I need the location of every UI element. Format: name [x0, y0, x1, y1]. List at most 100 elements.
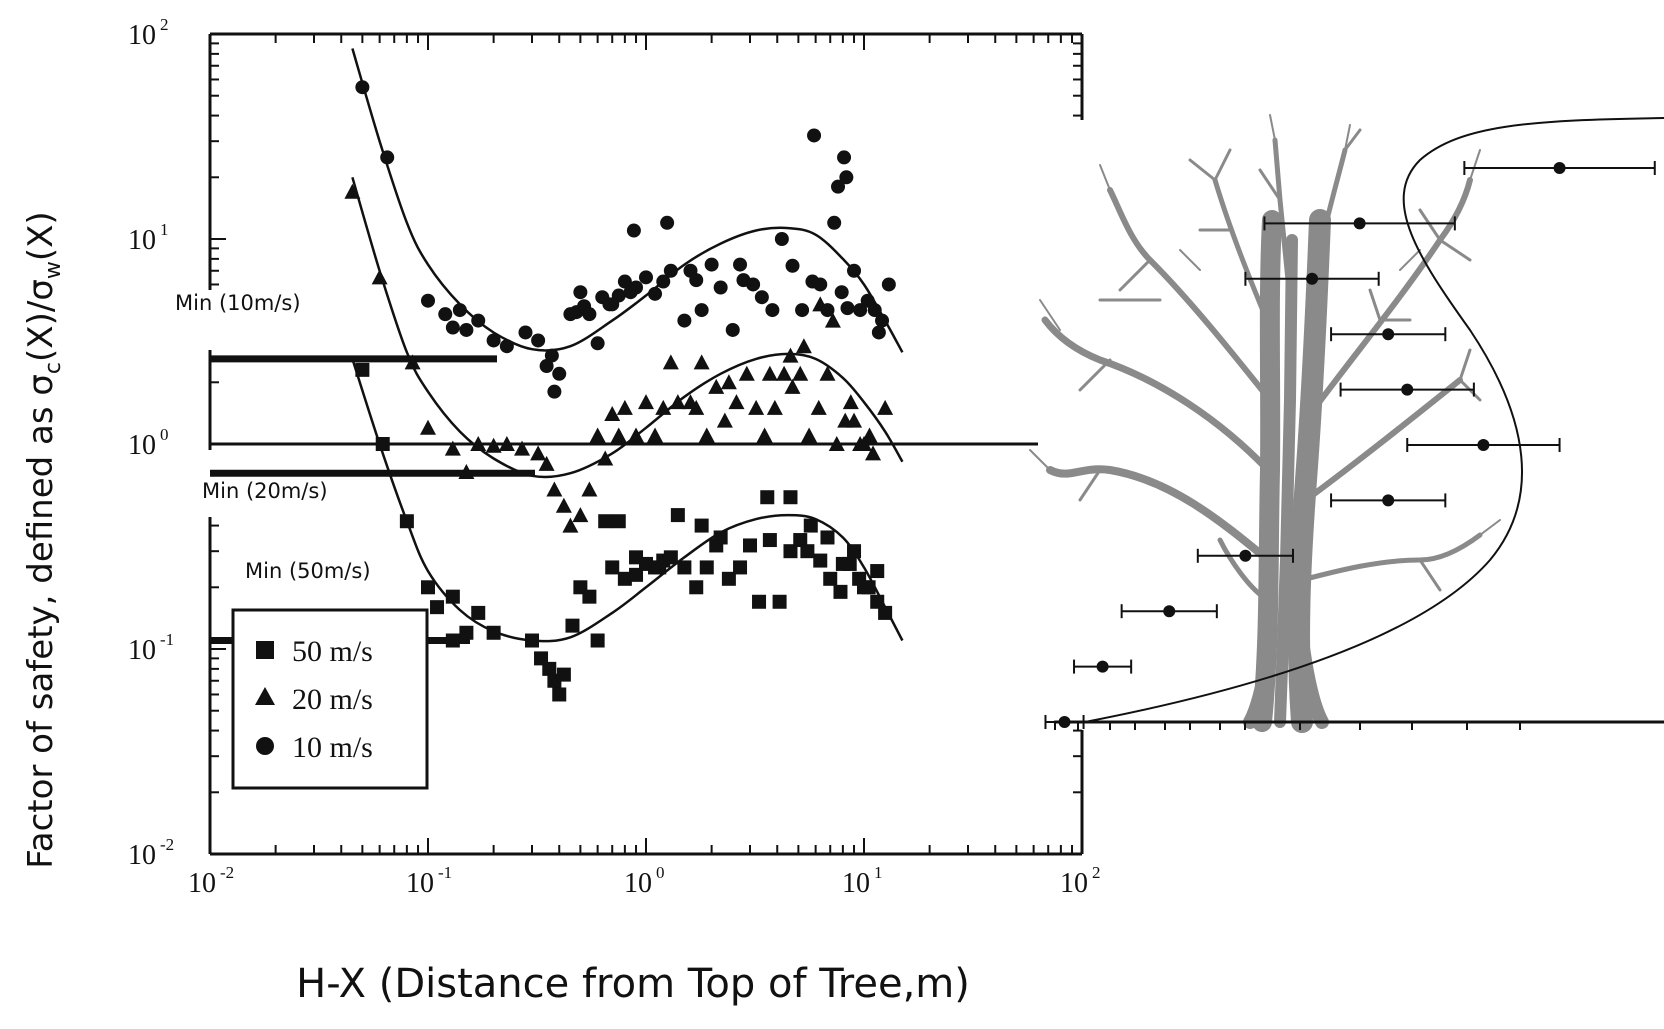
data-point-square [552, 687, 567, 702]
data-point-circle [840, 301, 855, 316]
data-point-square [399, 514, 414, 529]
data-point-circle [582, 307, 597, 322]
data-point-circle [617, 274, 632, 289]
data-point-triangle [698, 427, 715, 443]
data-point-square [565, 618, 580, 633]
data-point-circle [689, 273, 704, 288]
data-point-circle [471, 313, 486, 328]
data-point-square [813, 553, 828, 568]
data-point-circle [881, 277, 896, 292]
data-point-circle [663, 263, 678, 278]
data-point-square [760, 490, 775, 505]
legend-label-20: 20 m/s [292, 683, 373, 716]
tree-data-point [1096, 660, 1109, 673]
data-point-triangle [662, 354, 679, 370]
data-point-circle [713, 280, 728, 295]
data-point-triangle [784, 378, 801, 394]
data-point-circle [544, 348, 559, 363]
data-point-square [689, 580, 704, 595]
data-point-circle [746, 277, 761, 292]
data-point-triangle [776, 365, 793, 381]
data-point-square [611, 514, 626, 529]
data-point-triangle [795, 338, 812, 354]
data-point-circle [875, 313, 890, 328]
data-point-circle [754, 290, 769, 305]
data-point-square [823, 571, 838, 586]
data-point-square [800, 544, 815, 559]
fit-curve [351, 358, 904, 643]
data-point-triangle [498, 436, 515, 451]
data-point-circle [813, 277, 828, 292]
data-point-triangle [748, 399, 765, 415]
tree-trunk-center [1274, 234, 1298, 728]
branch-low-right [1299, 532, 1483, 583]
data-point-triangle [824, 312, 841, 328]
data-point-circle [648, 286, 663, 301]
data-point-square [652, 560, 667, 575]
data-point-triangle [555, 497, 572, 513]
data-point-triangle [655, 399, 672, 415]
data-point-square [471, 605, 486, 620]
tree-data-point [1239, 549, 1252, 562]
data-point-triangle [581, 481, 598, 497]
legend-box [231, 608, 429, 790]
data-point-square [355, 362, 370, 377]
data-point-square [421, 580, 435, 595]
y-tick-label: 10 1 [128, 220, 169, 256]
data-point-circle [839, 170, 854, 185]
data-point-triangle [638, 394, 654, 410]
tree-data-point [1163, 605, 1176, 618]
data-point-triangle [616, 399, 633, 415]
data-point-square [598, 514, 613, 529]
data-point-circle [590, 336, 605, 351]
fit-curve [351, 176, 904, 479]
data-point-square [629, 567, 644, 582]
x-tick-label: 10 1 [842, 863, 883, 899]
data-point-circle [452, 303, 467, 318]
data-point-circle [539, 359, 554, 374]
data-point-circle [867, 303, 882, 318]
data-point-triangle [720, 374, 737, 390]
data-point-triangle [647, 427, 664, 443]
tree-illustration [1029, 114, 1664, 733]
data-point-square [733, 560, 748, 575]
data-point-circle [733, 257, 748, 272]
data-point-circle [547, 384, 562, 399]
branch-up-left [1107, 187, 1273, 403]
data-point-square [542, 661, 557, 676]
axis-tick-labels: 10 -2 10 -1 10 0 10 1 10 2 10 2 10 1 10 0 10 -1 10 -2 [128, 15, 1101, 899]
tree-data-point [1553, 162, 1566, 174]
data-point-triangle [877, 399, 894, 415]
data-point-triangle [444, 440, 461, 456]
data-point-square [629, 550, 644, 565]
x-tick-label: 10 -2 [188, 863, 234, 899]
data-point-square [870, 564, 885, 579]
data-point-square [670, 508, 685, 523]
data-point-circle [639, 270, 653, 285]
branch-top-left [1212, 177, 1274, 333]
data-point-triangle [669, 394, 686, 410]
data-point-circle [626, 223, 641, 238]
data-point-square [677, 560, 692, 575]
data-point-square [803, 518, 818, 533]
data-point-triangle [716, 412, 733, 428]
data-point-square [556, 667, 571, 682]
branch-low-left [1046, 465, 1272, 564]
data-point-square [617, 571, 632, 586]
data-point-triangle [572, 507, 589, 523]
data-point-square [721, 571, 736, 586]
y-tick-label: 10 -2 [128, 835, 174, 871]
data-point-square [870, 594, 885, 609]
data-point-triangle [610, 427, 627, 443]
data-point-circle [355, 80, 370, 95]
branch-mid-right [1303, 377, 1463, 503]
data-point-square [743, 538, 758, 553]
data-point-triangle [728, 394, 745, 410]
data-point-circle [552, 366, 567, 381]
data-point-triangle [852, 436, 869, 451]
data-point-triangle [458, 464, 475, 480]
data-point-triangle [708, 378, 725, 394]
data-point-triangle [546, 481, 563, 497]
data-point-square [582, 589, 597, 604]
